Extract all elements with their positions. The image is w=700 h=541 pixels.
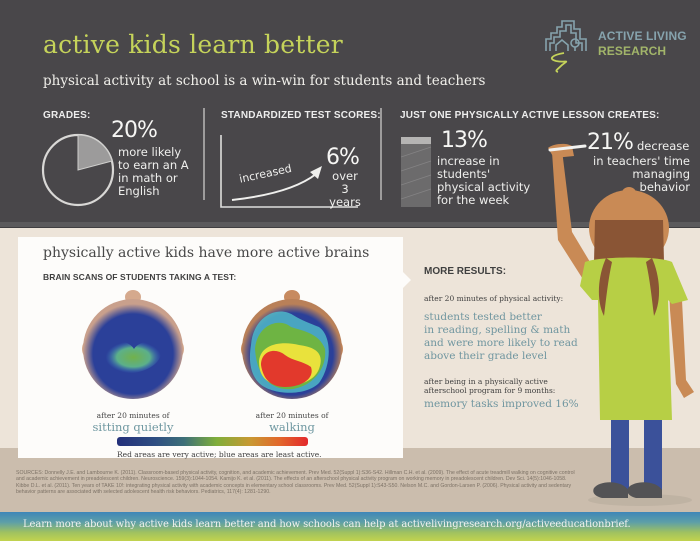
activity-description: increase in students' physical activity … — [437, 154, 531, 207]
test-scores-value: 6% — [326, 145, 360, 170]
footer-banner — [0, 512, 700, 541]
grades-value: 20% — [111, 118, 158, 143]
panel-pointer — [403, 272, 411, 288]
test-scores-description: over 3 years — [329, 169, 361, 209]
active-living-research-logo: ACTIVE LIVING RESEARCH — [542, 17, 692, 75]
lesson-heading: JUST ONE PHYSICALLY ACTIVE LESSON CREATE… — [400, 110, 660, 121]
more-results-heading: MORE RESULTS: — [424, 266, 507, 277]
floor-area — [0, 448, 700, 514]
color-scale-legend: Red areas are very active; blue areas ar… — [117, 450, 322, 459]
scan-2-caption-top: after 20 minutes of — [255, 411, 329, 420]
scan-1-caption-top: after 20 minutes of — [96, 411, 170, 420]
brain-panel-subtitle: BRAIN SCANS OF STUDENTS TAKING A TEST: — [43, 272, 237, 282]
chalkboard-ledge — [0, 222, 700, 228]
page-title: active kids learn better — [43, 30, 343, 59]
result-1-context: after 20 minutes of physical activity: — [424, 294, 564, 303]
upward-trend-arrow-icon — [220, 135, 358, 208]
grades-heading: GRADES: — [43, 110, 91, 121]
brain-panel-title: physically active kids have more active … — [43, 245, 370, 261]
scan-2-caption-main: walking — [269, 420, 315, 434]
city-building-icon — [545, 20, 587, 73]
bar-fill-icon — [401, 137, 432, 207]
section-divider — [203, 108, 205, 200]
teachers-description: in teachers' time managing behavior — [593, 154, 690, 194]
activity-color-scale — [117, 437, 308, 446]
brain-scan-walking — [241, 290, 343, 399]
sources-citation: SOURCES: Donnelly J.E. and Lambourne K. … — [16, 470, 575, 495]
grades-description: more likely to earn an A in math or Engl… — [118, 145, 189, 198]
result-2-text: memory tasks improved 16% — [424, 398, 579, 410]
logo-line-1: ACTIVE LIVING — [598, 29, 687, 43]
activity-value: 13% — [441, 128, 488, 153]
logo-line-2: RESEARCH — [598, 44, 667, 58]
result-2-context: after being in a physically active after… — [424, 377, 556, 395]
scan-1-caption-main: sitting quietly — [92, 420, 174, 434]
page-subtitle: physical activity at school is a win-win… — [43, 73, 486, 89]
teachers-suffix: decrease — [637, 139, 690, 153]
brain-scan-sitting-quietly — [82, 290, 184, 399]
footer-link-text[interactable]: Learn more about why active kids learn b… — [23, 519, 631, 530]
pie-chart-icon — [41, 133, 115, 207]
result-1-text: students tested better in reading, spell… — [424, 311, 578, 362]
teachers-value: 21% — [587, 130, 634, 155]
test-scores-heading: STANDARDIZED TEST SCORES: — [221, 110, 381, 121]
section-divider — [380, 108, 382, 200]
